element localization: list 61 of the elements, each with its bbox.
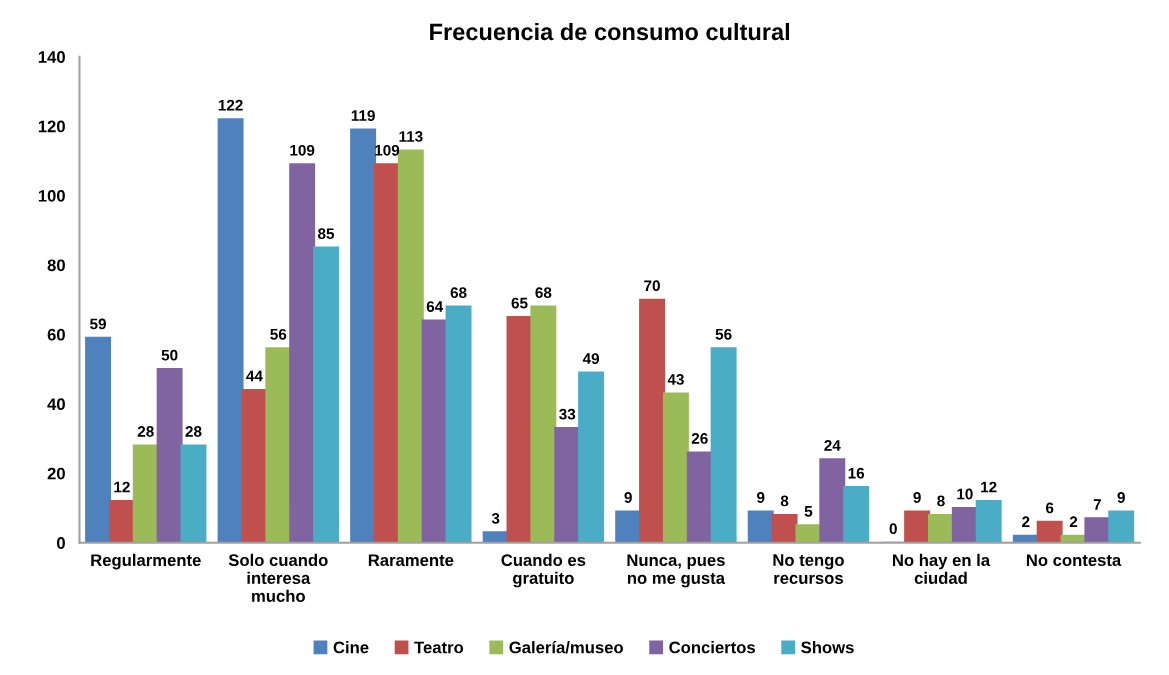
x-tick-label: Nunca, pues no me gusta <box>627 554 726 588</box>
data-label: 85 <box>318 228 335 240</box>
legend-label: Teatro <box>414 641 464 654</box>
data-label: 2 <box>1022 516 1030 528</box>
legend-label: Cine <box>333 641 369 654</box>
data-label: 28 <box>137 426 154 437</box>
data-label: 64 <box>426 301 444 312</box>
y-tick-label: 20 <box>47 467 65 480</box>
y-tick-label: 80 <box>47 259 65 272</box>
y-tick-label: 60 <box>47 328 65 341</box>
legend-label: Shows <box>801 641 854 654</box>
chart-title: Frecuencia de consumo cultural <box>430 22 790 41</box>
x-tick-label: No hay en la ciudad <box>893 553 991 585</box>
data-label: 5 <box>804 506 813 517</box>
data-label: 8 <box>937 495 945 507</box>
data-label: 3 <box>491 512 500 524</box>
legend-label: Galería/museo <box>509 640 623 654</box>
legend-label: Conciertos <box>669 641 755 654</box>
y-tick-label: 140 <box>38 51 65 63</box>
data-label: 24 <box>824 439 841 451</box>
data-label: 56 <box>270 328 287 340</box>
data-label: 0 <box>889 523 897 535</box>
data-label: 50 <box>161 349 178 361</box>
data-label: 16 <box>848 467 865 479</box>
data-label: 9 <box>913 492 921 503</box>
data-label: 113 <box>399 131 423 142</box>
data-label: 6 <box>1045 502 1054 514</box>
x-tick-label: Solo cuando interesa mucho <box>228 553 328 602</box>
data-label: 70 <box>644 280 660 292</box>
data-label: 68 <box>450 287 467 299</box>
data-label: 44 <box>246 370 263 382</box>
data-label: 9 <box>1117 492 1125 503</box>
x-tick-label: No contesta <box>1026 554 1122 567</box>
data-label: 10 <box>957 488 973 500</box>
data-label: 26 <box>691 433 708 444</box>
x-tick-label: Raramente <box>368 554 454 567</box>
data-label: 8 <box>780 495 789 507</box>
data-label: 28 <box>185 426 202 437</box>
y-tick-label: 40 <box>47 398 65 411</box>
data-label: 59 <box>90 318 106 330</box>
data-label: 65 <box>511 297 528 309</box>
x-tick-label: No tengo recursos <box>773 554 844 585</box>
data-label: 9 <box>624 492 632 503</box>
data-label: 7 <box>1093 499 1101 510</box>
data-label: 109 <box>290 144 315 156</box>
data-label: 49 <box>582 353 600 365</box>
data-label: 43 <box>667 374 684 385</box>
data-label: 12 <box>114 481 130 493</box>
data-label: 12 <box>981 481 997 493</box>
data-label: 122 <box>218 99 243 111</box>
x-tick-label: Regularmente <box>91 553 201 570</box>
data-label: 2 <box>1069 516 1078 528</box>
y-tick-label: 0 <box>56 537 65 549</box>
y-tick-label: 120 <box>38 120 65 133</box>
data-label: 56 <box>715 328 732 340</box>
data-label: 9 <box>757 492 765 503</box>
data-label: 33 <box>559 408 576 420</box>
y-tick-label: 100 <box>38 189 65 202</box>
data-label: 68 <box>535 287 552 299</box>
x-tick-label: Cuando es gratuito <box>501 553 586 588</box>
data-label: 119 <box>351 110 375 122</box>
